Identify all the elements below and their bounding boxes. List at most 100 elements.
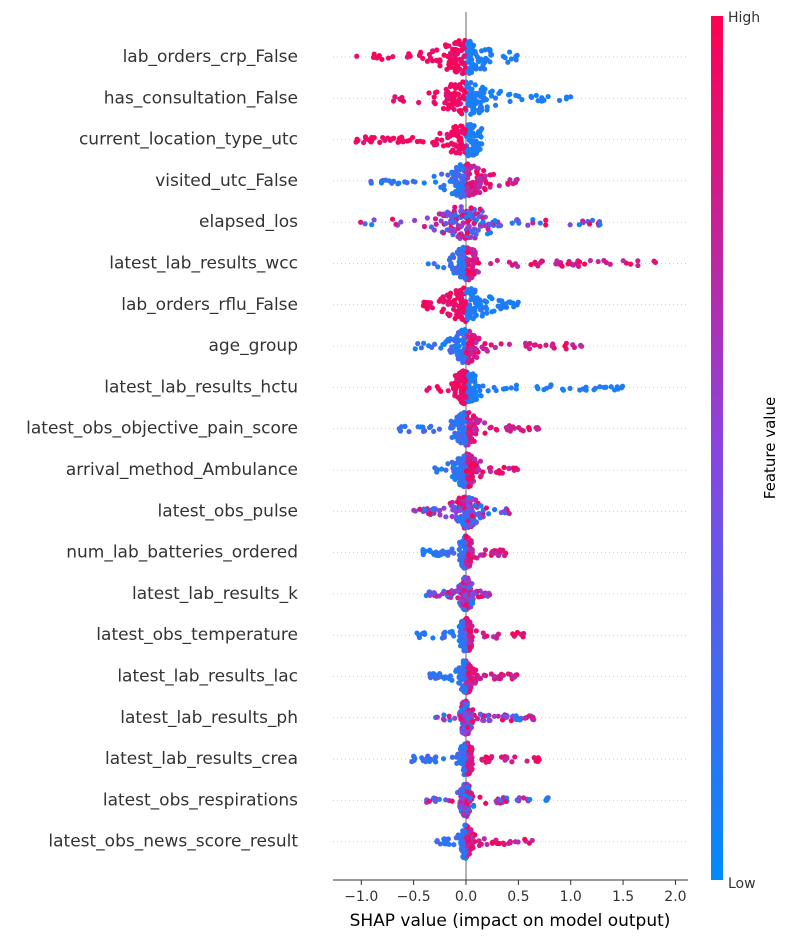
shap-point xyxy=(476,141,482,147)
shap-point xyxy=(434,838,440,844)
shap-point xyxy=(456,495,462,501)
shap-point xyxy=(466,495,472,501)
shap-point xyxy=(473,148,479,155)
shap-point xyxy=(514,52,520,58)
shap-point xyxy=(467,180,473,186)
shap-point xyxy=(452,212,458,218)
shap-point xyxy=(440,716,447,722)
shap-point xyxy=(503,798,509,804)
shap-point xyxy=(506,510,512,517)
shap-point xyxy=(470,803,477,809)
shap-point xyxy=(434,714,440,720)
feature-label: latest_obs_news_score_result xyxy=(48,832,298,852)
shap-point xyxy=(453,291,460,297)
shap-point xyxy=(368,178,374,184)
shap-point xyxy=(492,95,499,101)
shap-point xyxy=(436,426,442,432)
shap-point xyxy=(463,592,469,599)
x-tick-label: 0.0 xyxy=(455,889,477,905)
shap-point xyxy=(520,795,527,801)
shap-point xyxy=(466,262,472,268)
shap-point xyxy=(490,171,497,178)
shap-point xyxy=(461,329,467,336)
shap-point xyxy=(457,465,463,471)
shap-point xyxy=(595,258,601,265)
shap-point xyxy=(449,129,455,135)
shap-point xyxy=(451,175,457,181)
shap-point xyxy=(468,477,474,483)
shap-point xyxy=(418,345,424,351)
shap-point xyxy=(442,629,448,635)
shap-point xyxy=(458,832,464,838)
shap-point xyxy=(488,52,495,58)
shap-point xyxy=(461,565,467,571)
shap-point xyxy=(485,511,492,517)
shap-point xyxy=(463,169,470,176)
shap-point xyxy=(445,210,452,216)
shap-point xyxy=(487,717,493,724)
shap-point xyxy=(434,47,440,53)
shap-point xyxy=(484,310,490,316)
shap-point xyxy=(444,142,450,148)
shap-point xyxy=(460,477,467,484)
shap-point xyxy=(481,713,487,719)
shap-point xyxy=(465,389,471,395)
shap-point xyxy=(398,219,404,225)
shap-point xyxy=(461,767,468,774)
shap-point xyxy=(457,108,463,114)
shap-point xyxy=(466,551,472,558)
shap-point xyxy=(461,483,467,490)
shap-point xyxy=(532,259,538,265)
shap-point xyxy=(468,340,474,347)
shap-point xyxy=(463,440,469,446)
shap-point xyxy=(457,82,463,88)
shap-point xyxy=(448,347,454,353)
feature-label: latest_obs_temperature xyxy=(96,625,298,645)
shap-point xyxy=(438,466,445,472)
shap-point xyxy=(473,63,479,69)
shap-point xyxy=(453,61,459,67)
shap-point xyxy=(457,554,464,560)
shap-point xyxy=(439,171,445,177)
feature-label: latest_lab_results_wcc xyxy=(109,254,298,274)
shap-point xyxy=(450,424,456,430)
shap-point xyxy=(628,261,634,267)
shap-point xyxy=(431,795,437,801)
shap-point xyxy=(460,220,466,226)
shap-point xyxy=(459,130,466,136)
shap-point xyxy=(475,92,481,98)
shap-point xyxy=(417,506,423,512)
shap-point xyxy=(505,671,511,677)
shap-point xyxy=(452,348,458,354)
shap-point xyxy=(421,223,428,230)
shap-point xyxy=(361,139,367,146)
shap-point xyxy=(440,211,447,217)
shap-point xyxy=(419,755,425,761)
shap-point xyxy=(397,428,404,434)
colorbar xyxy=(711,16,723,880)
shap-point xyxy=(508,717,514,724)
shap-point xyxy=(461,387,467,393)
shap-point xyxy=(531,755,537,761)
shap-point xyxy=(519,97,525,103)
feature-labels: lab_orders_crp_False has_consultation_Fal… xyxy=(26,47,298,852)
shap-point xyxy=(432,101,438,107)
shap-point xyxy=(441,265,447,271)
shap-point xyxy=(468,63,475,69)
shap-point xyxy=(447,255,454,261)
shap-point xyxy=(448,260,454,266)
shap-point xyxy=(482,47,488,53)
shap-point xyxy=(592,385,599,391)
shap-point xyxy=(472,676,478,682)
shap-point xyxy=(449,64,455,71)
shap-point xyxy=(436,674,442,680)
shap-point xyxy=(463,533,469,539)
shap-point xyxy=(433,221,439,227)
shap-point xyxy=(457,800,463,806)
shap-point xyxy=(533,92,539,99)
shap-point xyxy=(564,94,570,100)
shap-point xyxy=(530,714,536,720)
shap-point xyxy=(480,383,486,389)
shap-point xyxy=(537,220,543,226)
shap-point xyxy=(487,592,493,598)
